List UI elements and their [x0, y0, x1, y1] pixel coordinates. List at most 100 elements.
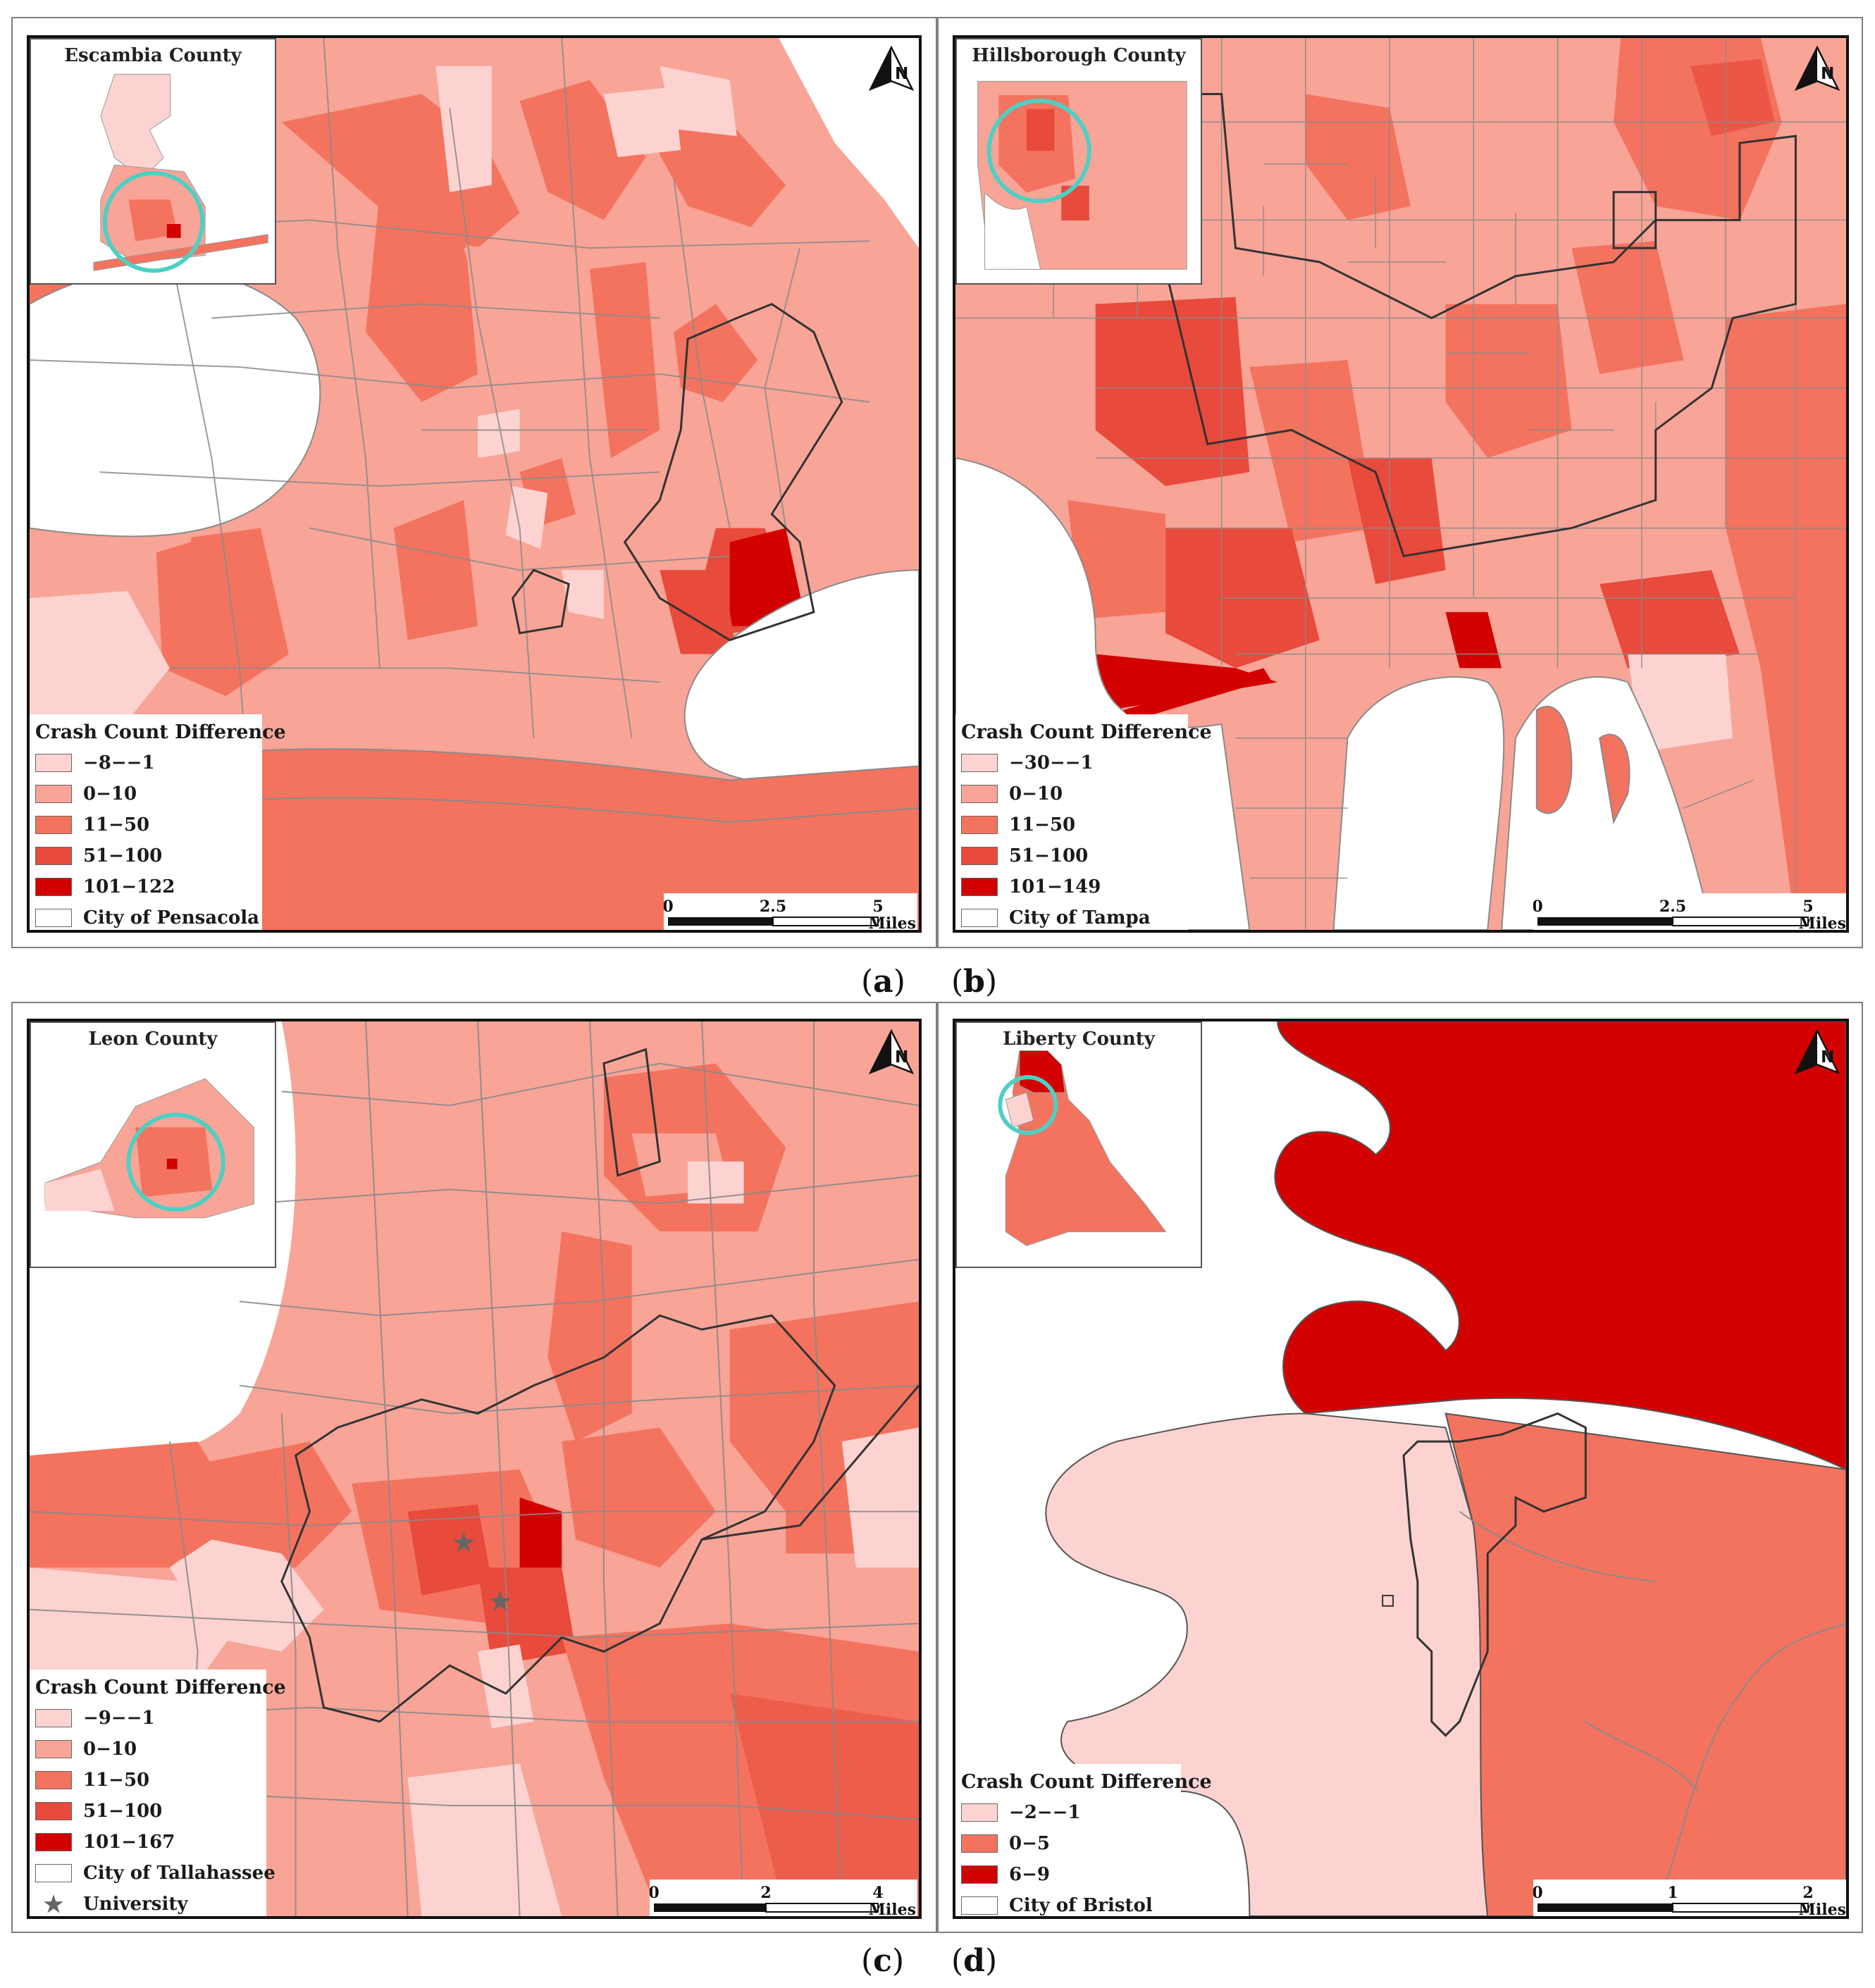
legend-items: −9−−1 0−10 11−50 51−100 101−167 City of Talla…	[35, 1703, 276, 1889]
north-letter: N	[1821, 65, 1834, 83]
scale-unit: Miles	[1799, 1901, 1846, 1919]
scale-tick: 2	[760, 1884, 771, 1902]
panel-a: Escambia County N Crash Count Difference…	[11, 17, 937, 948]
inset-escambia-svg	[93, 73, 268, 273]
legend-swatch	[961, 1896, 998, 1915]
legend-swatch	[35, 847, 72, 865]
scale-unit: Miles	[869, 914, 916, 933]
legend-label: −9−−1	[83, 1708, 155, 1729]
legend-label: −8−−1	[83, 752, 155, 774]
legend-title: Crash Count Difference	[961, 721, 1212, 743]
legend-swatch	[35, 816, 72, 834]
scale-tick: 2.5	[760, 897, 786, 916]
caption-a: (a)	[861, 964, 905, 1000]
legend-item: 101−149	[961, 871, 1181, 902]
legend-label: −30−−1	[1009, 752, 1094, 774]
caption-b: (b)	[951, 964, 998, 1000]
inset-hillsborough-svg	[977, 80, 1187, 270]
legend-item: 51−100	[35, 840, 255, 871]
star-icon: ★	[43, 1891, 64, 1918]
legend-label: 0−10	[83, 783, 137, 804]
legend-swatch	[961, 785, 998, 803]
inset-title: Leon County	[88, 1029, 218, 1050]
caption-c: (c)	[861, 1943, 905, 1979]
svg-text:★: ★	[488, 1586, 513, 1618]
legend-label: 51−100	[83, 1801, 163, 1822]
legend-swatch	[35, 878, 72, 896]
caption-letter: d	[963, 1943, 985, 1979]
legend-item: 11−50	[35, 1765, 259, 1796]
legend-item: 0−10	[35, 778, 255, 809]
inset-leon: Leon County	[30, 1021, 276, 1268]
legend-swatch	[961, 754, 998, 772]
legend-item: 101−167	[35, 1827, 259, 1858]
caption-letter: a	[873, 964, 893, 1000]
map-hillsborough: Hillsborough County N Crash Count Differ…	[953, 35, 1849, 933]
legend-item: 11−50	[961, 809, 1181, 840]
legend-label: 101−122	[83, 876, 175, 897]
scale-unit: Miles	[869, 1901, 916, 1919]
legend-label: 0−10	[83, 1739, 137, 1760]
legend-label: −2−−1	[1009, 1802, 1081, 1823]
legend-swatch	[35, 909, 72, 927]
scale-tick: 1	[1667, 1884, 1678, 1902]
inset-escambia: Escambia County	[30, 38, 276, 285]
scale-tick: 4	[872, 1884, 883, 1902]
map-leon: ★ ★ Leon County N Crash Count Difference…	[27, 1019, 922, 1919]
legend-items: −8−−1 0−10 11−50 51−100 101−122 City of Pensa…	[35, 747, 259, 930]
scale-tick: 5	[1802, 897, 1813, 916]
scale-tick: 2.5	[1659, 897, 1686, 916]
legend-label: University	[83, 1894, 188, 1915]
legend-label: City of Pensacola	[83, 907, 259, 928]
legend-label: 51−100	[83, 845, 163, 866]
legend-title: Crash Count Difference	[35, 721, 286, 743]
legend-label: 101−149	[1009, 876, 1101, 897]
caption-letter: b	[963, 964, 985, 1000]
legend-escambia: Crash Count Difference −8−−1 0−10 11−50 51−…	[30, 714, 286, 930]
panel-b: Hillsborough County N Crash Count Differ…	[937, 17, 1863, 948]
legend-items: −2−−1 0−5 6−9 City of Bristol	[961, 1797, 1174, 1916]
legend-item: 0−5	[961, 1828, 1174, 1859]
legend-item: 0−10	[35, 1734, 259, 1765]
legend-item: −2−−1	[961, 1797, 1174, 1828]
legend-item: −9−−1	[35, 1703, 259, 1734]
legend-swatch	[961, 1803, 998, 1822]
legend-swatch	[961, 909, 998, 927]
legend-swatch	[35, 1709, 72, 1727]
legend-label: 6−9	[1009, 1864, 1050, 1885]
scale-tick: 0	[1533, 1884, 1543, 1902]
legend-label: 11−50	[83, 1770, 150, 1791]
legend-item: City of Tampa	[961, 902, 1181, 930]
legend-item: City of Pensacola	[35, 902, 259, 930]
legend-label: 51−100	[1009, 845, 1089, 866]
north-letter: N	[895, 1048, 908, 1067]
inset-hillsborough: Hillsborough County	[955, 38, 1202, 285]
legend-swatch	[35, 754, 72, 772]
legend-swatch	[961, 1834, 998, 1853]
legend-swatch	[35, 1771, 72, 1789]
legend-item: City of Tallahassee	[35, 1858, 276, 1889]
inset-title: Hillsborough County	[972, 45, 1186, 66]
legend-label: 101−167	[83, 1832, 175, 1853]
legend-swatch	[35, 785, 72, 803]
legend-item: 11−50	[35, 809, 255, 840]
inset-title: Liberty County	[1003, 1029, 1155, 1050]
legend-item: 51−100	[35, 1796, 259, 1827]
scale-tick: 5	[872, 897, 883, 916]
north-arrow-icon: N	[1794, 45, 1840, 92]
legend-swatch	[35, 1833, 72, 1851]
inset-liberty-svg	[998, 1050, 1167, 1246]
scale-tick: 0	[664, 897, 674, 916]
legend-label: City of Bristol	[1009, 1895, 1153, 1916]
legend-items: −30−−1 0−10 11−50 51−100 101−149 City of Tamp…	[961, 747, 1181, 930]
panel-d: Liberty County N Crash Count Difference …	[937, 1002, 1863, 1933]
legend-item-university: ★ University	[35, 1889, 259, 1918]
scale-unit: Miles	[1799, 914, 1846, 933]
legend-swatch	[961, 816, 998, 834]
north-arrow-icon: N	[868, 45, 915, 92]
inset-title: Escambia County	[64, 45, 242, 66]
legend-label: 11−50	[83, 814, 150, 835]
legend-swatch	[961, 878, 998, 896]
